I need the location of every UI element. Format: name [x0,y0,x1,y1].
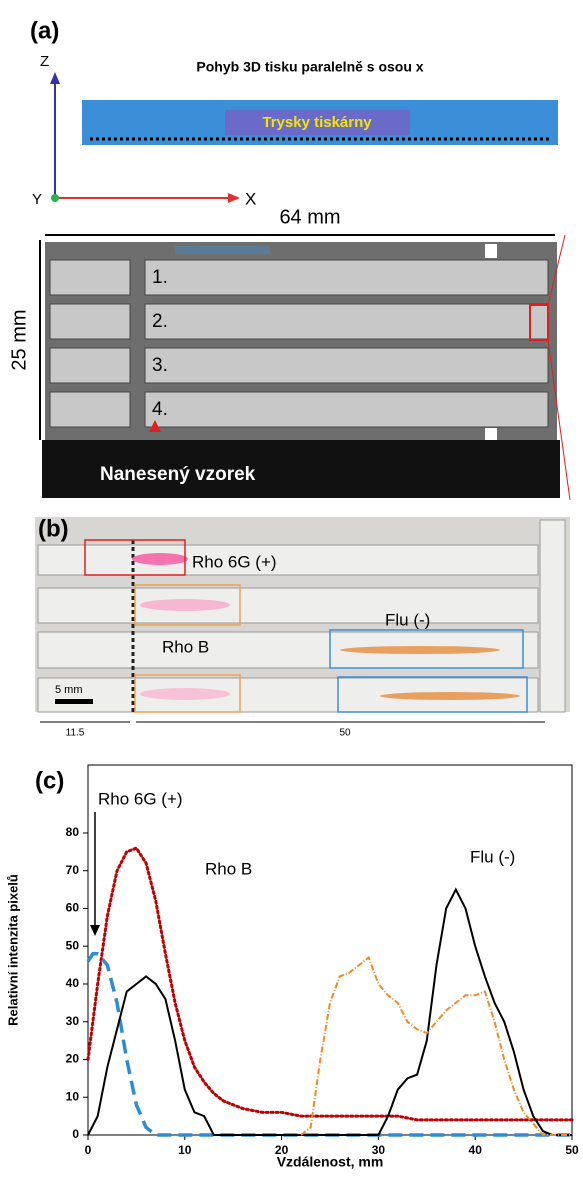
strip [144,303,549,340]
strip-label: 3. [152,355,168,376]
line [300,955,572,1136]
arrow [90,925,100,936]
rhob: Rho B [162,637,209,656]
x-tick-label: 20 [275,1143,289,1157]
hole [485,244,497,258]
strip [144,347,549,384]
panel-label: (c) [35,767,64,794]
axis-y: Y [32,191,42,208]
spot [340,646,500,654]
box [84,539,186,576]
y-tick-label: 60 [66,901,80,915]
origin [51,194,59,202]
annotation: Rho B [205,859,252,878]
axis-z: Z [40,53,49,70]
spot [140,599,230,611]
y-label: Relativní intenzita pixelů [5,874,20,1026]
strip [144,391,549,428]
annotation: Rho 6G (+) [98,789,183,808]
strip-label: 2. [152,311,168,332]
x-tick-label: 50 [565,1143,579,1157]
scale-bar [55,699,93,704]
height-label: 25 mm [8,309,30,370]
base [42,440,560,498]
dist: 11.5 [66,728,85,739]
y-tick-label: 70 [66,863,80,877]
y-tick-label: 40 [66,976,80,990]
highlight [529,304,549,341]
sample-label: Nanesený vzorek [100,464,256,485]
title: Pohyb 3D tisku paralelně s osou x [196,59,423,75]
box [337,676,528,713]
y-tick-label: 80 [66,825,80,839]
width-label: 64 mm [279,206,340,228]
strip [144,259,549,296]
scale: 5 mm [55,684,83,696]
zoom-line [547,234,566,306]
label-box [225,110,410,135]
strip [37,544,539,576]
y-tick-label: 50 [66,938,80,952]
frame [539,519,566,713]
annotation: Flu (-) [470,847,515,866]
y-tick-label: 10 [66,1089,80,1103]
hole [485,428,497,440]
slot [175,246,270,254]
x-tick-label: 30 [372,1143,386,1157]
nozzles: Trysky tiskárny [262,114,372,131]
flu: Flu (-) [385,610,430,629]
rho6g: Rho 6G (+) [192,552,277,571]
y-tick-label: 20 [66,1052,80,1066]
x-tick-label: 40 [469,1143,483,1157]
panel-label: (b) [38,515,69,542]
spot [132,553,188,565]
axis-x: X [245,189,256,208]
strip-left [49,303,131,340]
plot-frame [87,764,573,1136]
spot [380,692,520,700]
arrow [50,72,60,84]
spot [140,688,230,700]
y-tick-label: 30 [66,1014,80,1028]
line [87,887,572,1136]
y-tick-label: 0 [72,1127,79,1141]
strip-left [49,259,131,296]
strip-left [49,347,131,384]
dist: 50 [339,728,351,739]
panel-label: (a) [30,17,59,44]
line [86,846,574,1122]
strip-label: 4. [152,399,168,420]
x-tick-label: 0 [85,1143,92,1157]
zoom-line [547,339,571,501]
marker [149,420,161,432]
strip-label: 1. [152,267,168,288]
x-label: Vzdálenost, mm [277,1154,384,1170]
box [329,629,524,669]
box [134,674,241,713]
strip [37,587,539,624]
strip-left [49,391,131,428]
arrow [228,193,240,203]
box [134,584,241,626]
x-tick-label: 10 [178,1143,192,1157]
